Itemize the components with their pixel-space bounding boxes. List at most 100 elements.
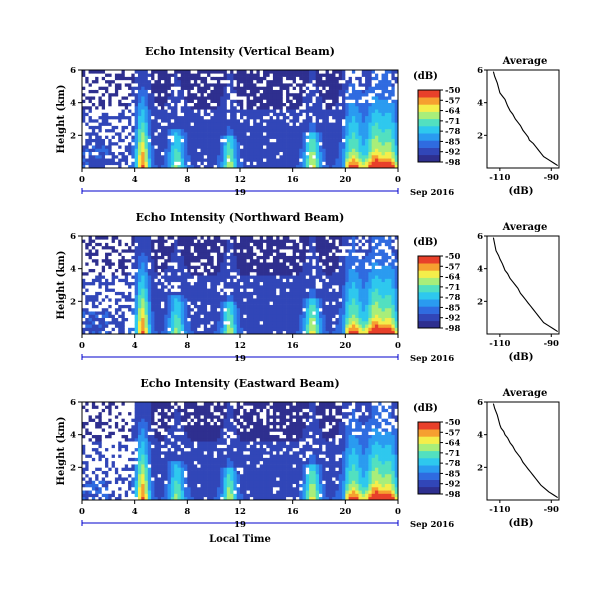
heatmap-cell bbox=[98, 278, 103, 283]
heatmap-cell bbox=[114, 115, 119, 120]
heatmap-cell bbox=[295, 119, 300, 123]
heatmap-cell bbox=[193, 109, 198, 113]
heatmap-cell bbox=[256, 73, 261, 77]
heatmap-cell bbox=[164, 79, 168, 84]
heatmap-cell bbox=[164, 83, 168, 87]
heatmap-cell bbox=[111, 83, 116, 87]
heatmap-cell bbox=[358, 161, 363, 166]
heatmap-cell bbox=[111, 294, 116, 299]
heatmap-cell bbox=[236, 265, 241, 270]
heatmap-cell bbox=[137, 79, 142, 84]
heatmap-cell bbox=[213, 76, 218, 81]
heatmap-cell bbox=[368, 73, 373, 77]
heatmap-cell bbox=[197, 145, 201, 149]
heatmap-cell bbox=[243, 242, 247, 247]
heatmap-cell bbox=[256, 141, 261, 146]
heatmap-cell bbox=[193, 102, 198, 107]
heatmap-cell bbox=[114, 258, 119, 263]
heatmap-cell bbox=[243, 125, 247, 130]
heatmap-cell bbox=[342, 83, 346, 87]
heatmap-cell bbox=[246, 151, 251, 156]
heatmap-cell bbox=[272, 135, 277, 139]
heatmap-cell bbox=[147, 145, 152, 149]
heatmap-cell bbox=[164, 89, 168, 94]
heatmap-cell bbox=[147, 112, 152, 117]
heatmap-cell bbox=[203, 119, 208, 123]
heatmap-cell bbox=[131, 278, 136, 283]
heatmap-cell bbox=[286, 285, 290, 289]
heatmap-cell bbox=[279, 148, 284, 153]
heatmap-cell bbox=[236, 141, 241, 146]
heatmap-cell bbox=[174, 252, 178, 256]
heatmap-cell bbox=[253, 119, 257, 123]
heatmap-cell bbox=[338, 102, 343, 107]
heatmap-cell bbox=[256, 122, 261, 126]
heatmap-cell bbox=[197, 294, 201, 299]
heatmap-cell bbox=[147, 79, 152, 84]
heatmap-cell bbox=[394, 105, 399, 110]
heatmap-cell bbox=[272, 109, 277, 113]
heatmap-cell bbox=[121, 278, 126, 283]
heatmap-cell bbox=[144, 99, 149, 104]
heatmap-cell bbox=[236, 112, 241, 117]
heatmap-cell bbox=[240, 298, 244, 302]
heatmap-cell bbox=[312, 119, 317, 123]
heatmap-cell bbox=[292, 148, 297, 153]
heatmap-cell bbox=[144, 154, 149, 159]
heatmap-cell bbox=[371, 122, 376, 126]
heatmap-cell bbox=[302, 132, 307, 136]
heatmap-cell bbox=[203, 151, 208, 156]
heatmap-cell bbox=[345, 119, 349, 123]
heatmap-cell bbox=[137, 115, 142, 120]
heatmap-cell bbox=[263, 132, 267, 136]
heatmap-cell bbox=[105, 304, 109, 309]
heatmap-cell bbox=[289, 109, 294, 113]
heatmap-cell bbox=[302, 320, 307, 325]
heatmap-cell bbox=[144, 268, 149, 273]
heatmap-cell bbox=[282, 73, 287, 77]
heatmap-cell bbox=[322, 86, 326, 90]
heatmap-cell bbox=[85, 161, 89, 166]
heatmap-cell bbox=[342, 96, 346, 100]
heatmap-cell bbox=[289, 145, 294, 149]
heatmap-cell bbox=[216, 281, 221, 286]
heatmap-cell bbox=[338, 132, 343, 136]
heatmap-cell bbox=[177, 324, 182, 328]
heatmap-cell bbox=[210, 301, 215, 305]
heatmap-cell bbox=[299, 89, 303, 94]
heatmap-cell bbox=[154, 154, 159, 159]
heatmap-cell bbox=[164, 151, 168, 156]
heatmap-cell bbox=[335, 122, 340, 126]
heatmap-cell bbox=[111, 317, 116, 322]
heatmap-cell bbox=[223, 291, 228, 296]
heatmap-cell bbox=[167, 311, 172, 315]
heatmap-cell bbox=[230, 132, 234, 136]
heatmap-cell bbox=[381, 164, 386, 169]
heatmap-cell bbox=[249, 109, 254, 113]
heatmap-cell bbox=[259, 245, 264, 250]
heatmap-cell bbox=[85, 236, 89, 240]
heatmap-cell bbox=[203, 99, 208, 104]
heatmap-cell bbox=[345, 96, 349, 100]
heatmap-cell bbox=[243, 92, 247, 97]
heatmap-cell bbox=[230, 301, 234, 305]
heatmap-cell bbox=[95, 138, 99, 143]
heatmap-cell bbox=[223, 135, 228, 139]
heatmap-cell bbox=[276, 132, 280, 136]
heatmap-cell bbox=[108, 132, 112, 136]
heatmap-cell bbox=[177, 311, 182, 315]
heatmap-cell bbox=[193, 92, 198, 97]
heatmap-cell bbox=[207, 324, 211, 328]
heatmap-cell bbox=[249, 324, 254, 328]
heatmap-cell bbox=[213, 112, 218, 117]
heatmap-cell bbox=[210, 294, 215, 299]
heatmap-cell bbox=[335, 92, 340, 97]
heatmap-cell bbox=[207, 76, 211, 81]
heatmap-cell bbox=[147, 164, 152, 169]
heatmap-cell bbox=[295, 154, 300, 159]
heatmap-cell bbox=[137, 317, 142, 322]
heatmap-cell bbox=[184, 151, 188, 156]
heatmap-cell bbox=[95, 271, 99, 276]
heatmap-cell bbox=[355, 151, 359, 156]
heatmap-cell bbox=[355, 79, 359, 84]
